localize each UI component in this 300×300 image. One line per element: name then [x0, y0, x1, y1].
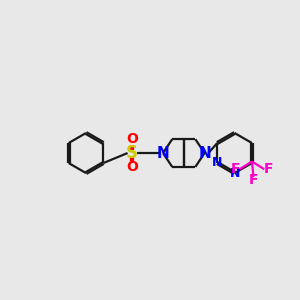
Text: S: S — [126, 144, 138, 162]
Text: F: F — [263, 162, 273, 176]
Text: N: N — [198, 146, 211, 160]
Text: F: F — [249, 173, 258, 187]
Text: N: N — [212, 156, 222, 169]
Text: O: O — [126, 160, 138, 174]
Text: N: N — [230, 167, 241, 180]
Text: F: F — [231, 162, 241, 176]
Text: N: N — [157, 146, 169, 160]
Text: O: O — [126, 132, 138, 146]
